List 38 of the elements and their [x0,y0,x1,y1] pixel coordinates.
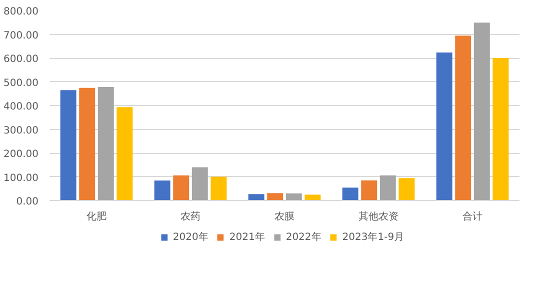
bar [380,175,396,200]
y-tick-label: 700.00 [4,30,39,42]
bar [192,167,208,200]
bar [398,178,415,200]
y-tick-label: 300.00 [4,125,39,136]
bar [492,58,509,200]
y-tick-label: 800.00 [4,6,39,18]
x-tick-label: 化肥 [86,210,106,222]
y-tick-label: 0.00 [16,196,38,208]
bar [455,36,472,200]
bar [304,194,321,200]
x-tick-label: 农膜 [274,210,294,222]
bar [361,180,378,200]
y-tick-label: 500.00 [4,78,39,89]
bar [60,90,76,200]
bar [267,193,284,200]
bar [98,86,114,200]
bar [210,176,227,200]
y-tick-label: 400.00 [4,102,39,112]
y-tick-label: 600.00 [4,54,39,65]
legend-label: 2023年1-9月 [342,231,404,244]
x-tick-label: 其他农资 [358,210,398,222]
legend-label: 2021年 [229,231,265,244]
x-tick-label: 合计 [462,210,482,222]
bar [248,194,264,200]
bar [173,175,190,200]
bar [79,88,96,200]
bar [474,22,490,200]
bar [154,180,170,200]
x-tick-label: 农药 [180,210,200,222]
bar [286,193,302,200]
bar [342,188,358,200]
legend-label: 2020年 [172,231,208,244]
y-tick-label: 100.00 [4,172,39,184]
y-tick-label: 200.00 [4,149,39,160]
bar [116,107,133,200]
legend-label: 2022年 [286,231,322,244]
bar [436,52,452,200]
